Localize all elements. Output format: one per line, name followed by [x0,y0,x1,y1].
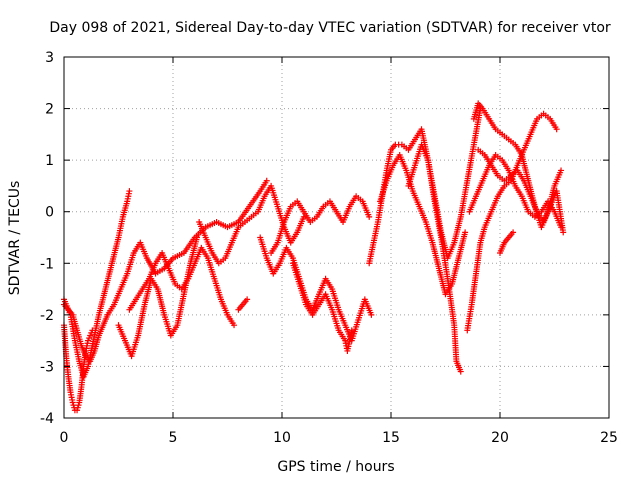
series-track-6 [126,244,238,329]
plot-frame [63,56,610,419]
y-tick-label: -1 [40,256,54,272]
data-point [231,322,238,329]
data-point [457,368,464,375]
series-track-10 [268,193,373,256]
data-point [368,311,375,318]
series-track-19 [466,151,565,231]
x-tick-label: 0 [60,430,69,446]
series-track-8 [235,296,251,313]
series-track-4 [104,177,270,318]
data-point [560,229,567,236]
chart-title: Day 098 of 2021, Sidereal Day-to-day VTE… [49,20,611,36]
series-track-18 [497,229,517,256]
y-tick-label: -4 [40,411,54,427]
x-tick-label: 5 [169,430,178,446]
series-track-11 [289,260,355,354]
x-axis-label: GPS time / hours [277,459,394,475]
x-tick-label: 15 [382,430,400,446]
data-point [244,296,251,303]
data-point [558,167,565,174]
axes: 0 5 10 15 20 25 -4 -3 -2 -1 0 1 2 3 [40,50,618,446]
data-point [558,224,565,231]
data-point [553,126,560,133]
y-tick-label: -3 [40,359,54,375]
x-tick-label: 10 [273,430,291,446]
data-point [510,229,517,236]
data-point [300,213,307,220]
y-tick-label: -2 [40,308,54,324]
data-points [61,100,567,414]
x-tick-label: 20 [491,430,509,446]
y-tick-label: 2 [45,102,54,118]
series-track-16 [470,100,565,231]
data-point [462,229,469,236]
series-track-7 [196,182,307,267]
data-point [193,234,200,241]
series-track-14 [405,141,464,375]
data-point [126,188,133,195]
y-tick-label: 3 [45,50,54,66]
data-point [348,327,355,334]
x-tick-label: 25 [600,430,618,446]
data-point [366,213,373,220]
data-point [89,327,96,334]
series-track-3 [61,301,111,365]
y-tick-label: 1 [45,153,54,169]
y-axis-label: SDTVAR / TECUs [7,181,23,296]
data-point [263,177,270,184]
y-tick-label: 0 [45,205,54,221]
